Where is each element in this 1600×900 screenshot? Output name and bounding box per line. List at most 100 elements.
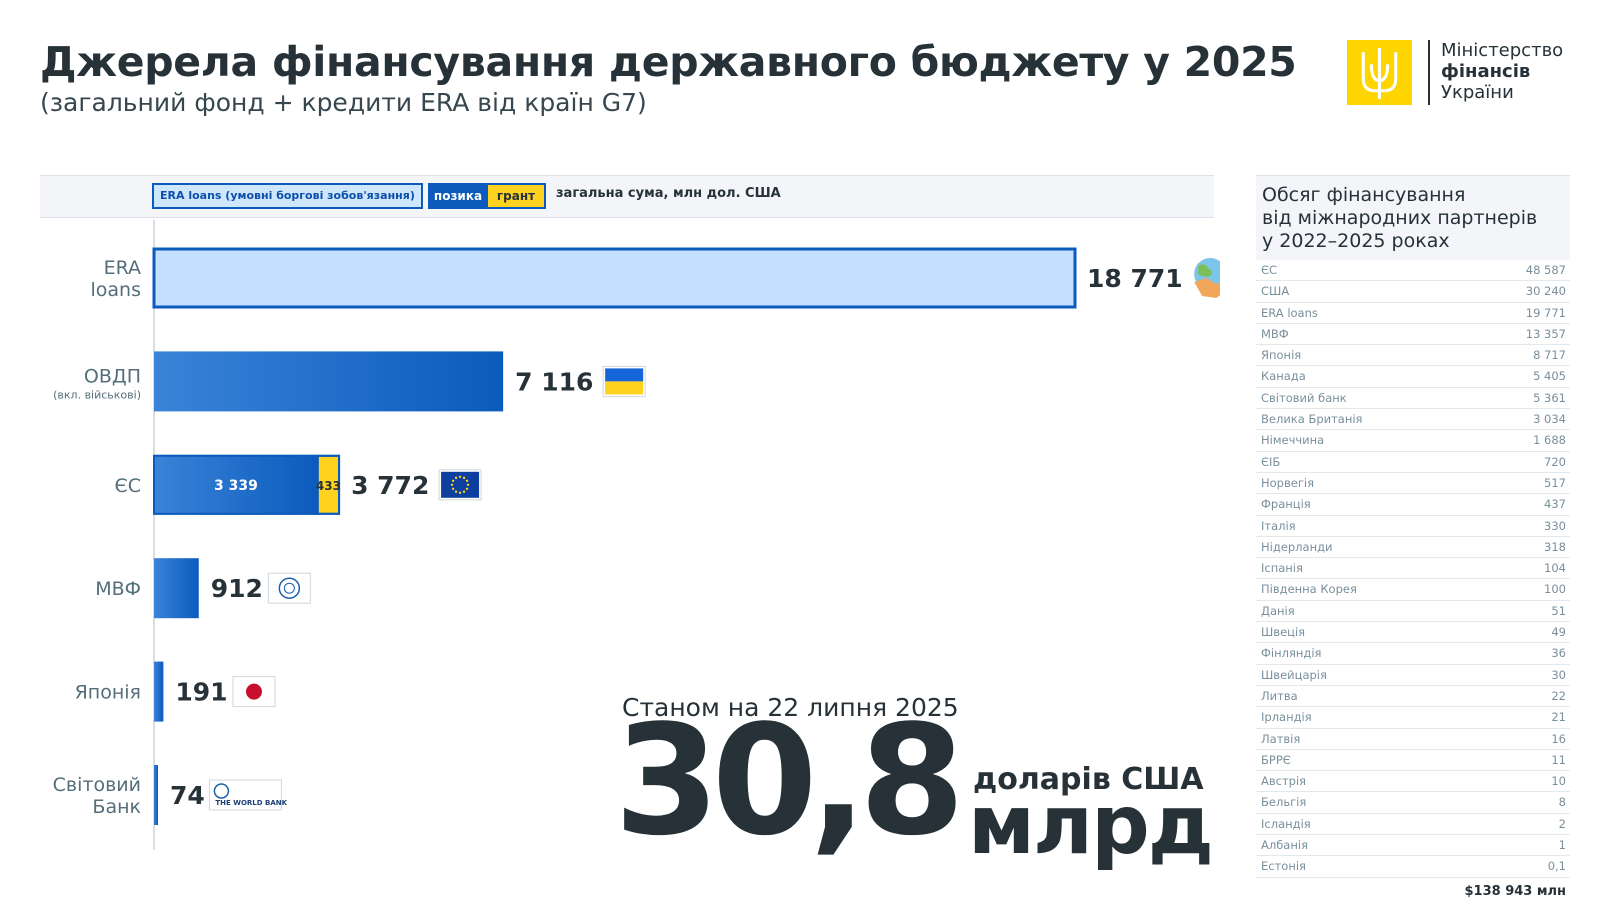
partner-name: Німеччина bbox=[1261, 433, 1325, 448]
category-label-line: ОВДП bbox=[84, 365, 141, 387]
table-row: Нідерланди 318 bbox=[1256, 537, 1570, 559]
partner-name: Канада bbox=[1261, 369, 1306, 384]
partner-name: Нідерланди bbox=[1261, 539, 1333, 554]
partner-name: Швейцарія bbox=[1261, 667, 1327, 682]
eu-star bbox=[451, 479, 455, 482]
partner-amount: 437 bbox=[1544, 497, 1566, 512]
partner-name: Литва bbox=[1261, 688, 1298, 703]
category-label: ОВДП bbox=[84, 365, 141, 387]
table-row: Данія 51 bbox=[1256, 601, 1570, 623]
partner-name: БРРЄ bbox=[1261, 752, 1291, 767]
partner-amount: 104 bbox=[1544, 561, 1566, 576]
partner-name: Бельгія bbox=[1261, 795, 1307, 810]
category-label-line: Банк bbox=[92, 796, 141, 818]
eu-star bbox=[458, 475, 462, 478]
partner-name: Світовий банк bbox=[1261, 390, 1347, 405]
partner-name: Іспанія bbox=[1261, 561, 1303, 576]
category-label: Світовий Банк bbox=[53, 774, 141, 818]
globe-land-icon bbox=[1198, 264, 1212, 277]
table-row: Італія 330 bbox=[1256, 516, 1570, 537]
partner-amount: 100 bbox=[1544, 582, 1566, 597]
bar-loan bbox=[154, 558, 199, 619]
partner-amount: 16 bbox=[1551, 731, 1566, 746]
table-row: ЄІБ 720 bbox=[1256, 452, 1570, 473]
partner-amount: 21 bbox=[1551, 710, 1566, 725]
partner-name: Японія bbox=[1261, 348, 1302, 363]
bar-outline bbox=[153, 454, 341, 515]
bar-total-label: 912 bbox=[211, 574, 263, 603]
table-row: Бельгія 8 bbox=[1256, 792, 1570, 814]
partner-amount: 13 357 bbox=[1525, 326, 1566, 341]
partner-amount: 517 bbox=[1544, 475, 1566, 490]
page-title: Джерела фінансування державного бюджету … bbox=[40, 38, 1297, 86]
ministry-name-line3: України bbox=[1441, 82, 1514, 103]
table-row: Франція 437 bbox=[1256, 494, 1570, 516]
table-row: ERA loans 19 771 bbox=[1256, 303, 1570, 324]
partner-name: Франція bbox=[1261, 497, 1311, 512]
partner-name: ЄС bbox=[1261, 263, 1278, 277]
eu-star bbox=[465, 479, 469, 482]
partner-name: Південна Корея bbox=[1261, 582, 1357, 597]
bar-total-label: 3 772 bbox=[351, 471, 429, 500]
imf-seal-ring bbox=[278, 577, 301, 599]
eu-star bbox=[450, 483, 454, 486]
table-row: МВФ 13 357 bbox=[1256, 324, 1570, 346]
legend-grant: грант bbox=[488, 183, 546, 209]
partner-amount: 30 240 bbox=[1525, 284, 1566, 299]
table-row: Ірландія 21 bbox=[1256, 707, 1570, 729]
partner-amount: 49 bbox=[1551, 625, 1566, 640]
partners-table-title: Обсяг фінансування від міжнародних партн… bbox=[1256, 175, 1570, 260]
bar-total-label: 191 bbox=[175, 678, 227, 707]
segment-value-label: 3 339 bbox=[214, 478, 258, 494]
ministry-logo: Міністерство фінансів України bbox=[1347, 40, 1592, 105]
partners-table: Обсяг фінансування від міжнародних партн… bbox=[1256, 175, 1570, 899]
ministry-name: Міністерство фінансів України bbox=[1441, 40, 1563, 103]
partner-name: Латвія bbox=[1261, 731, 1301, 746]
table-row: Естонія 0,1 bbox=[1256, 856, 1570, 878]
partner-name: Австрія bbox=[1261, 774, 1307, 789]
bar-loan bbox=[154, 351, 504, 412]
category-label-line: loans bbox=[91, 279, 142, 301]
category-label-line: МВФ bbox=[95, 578, 141, 600]
partner-name: Ірландія bbox=[1261, 710, 1312, 725]
partner-amount: 30 bbox=[1551, 667, 1566, 682]
partner-amount: 10 bbox=[1551, 774, 1566, 789]
currency-label: доларів США bbox=[973, 762, 1204, 797]
bar-total-label: 7 116 bbox=[515, 367, 593, 396]
partner-name: Швеція bbox=[1261, 625, 1306, 640]
as-of-date: Станом на 22 липня 2025 bbox=[622, 693, 959, 722]
trident-emblem-icon bbox=[1347, 40, 1412, 105]
flag-yellow-stripe bbox=[605, 381, 644, 395]
category-label: МВФ bbox=[95, 578, 141, 600]
legend-era: ERA loans (умовні боргові зобов'язання) bbox=[152, 183, 423, 209]
table-row: БРРЄ 11 bbox=[1256, 750, 1570, 772]
table-row: Ісландія 2 bbox=[1256, 814, 1570, 836]
category-label-line: Японія bbox=[75, 682, 141, 704]
partner-amount: 5 361 bbox=[1533, 390, 1566, 405]
partner-name: ЄІБ bbox=[1261, 454, 1281, 469]
partner-amount: 51 bbox=[1551, 603, 1566, 618]
partner-name: МВФ bbox=[1261, 326, 1289, 341]
total-amount: 30,8 bbox=[614, 692, 965, 869]
partners-title-line3: у 2022–2025 роках bbox=[1262, 230, 1450, 252]
eu-star bbox=[466, 483, 470, 486]
category-label-line: ЄС bbox=[114, 475, 141, 497]
table-row: Латвія 16 bbox=[1256, 729, 1570, 750]
category-label-line: ERA bbox=[104, 257, 141, 279]
category-label: ERA loans bbox=[91, 257, 142, 301]
imf-seal-core bbox=[283, 582, 295, 594]
legend-loan: позика bbox=[428, 183, 488, 209]
table-row: Іспанія 104 bbox=[1256, 558, 1570, 580]
partner-amount: 36 bbox=[1551, 646, 1566, 661]
table-row: Австрія 10 bbox=[1256, 771, 1570, 793]
ministry-name-line1: Міністерство bbox=[1441, 40, 1564, 61]
table-row: Литва 22 bbox=[1256, 686, 1570, 708]
table-row: Японія 8 717 bbox=[1256, 345, 1570, 367]
partner-name: США bbox=[1261, 284, 1290, 299]
table-row: ЄС 48 587 bbox=[1256, 260, 1570, 282]
partner-name: Естонія bbox=[1261, 859, 1306, 874]
partners-table-rows: ЄС 48 587 США 30 240 ERA loans 19 771 МВФ 13 35… bbox=[1256, 260, 1570, 878]
partner-amount: 2 bbox=[1558, 816, 1566, 831]
partner-amount: 1 688 bbox=[1533, 433, 1566, 448]
ministry-name-line2: фінансів bbox=[1441, 61, 1531, 82]
